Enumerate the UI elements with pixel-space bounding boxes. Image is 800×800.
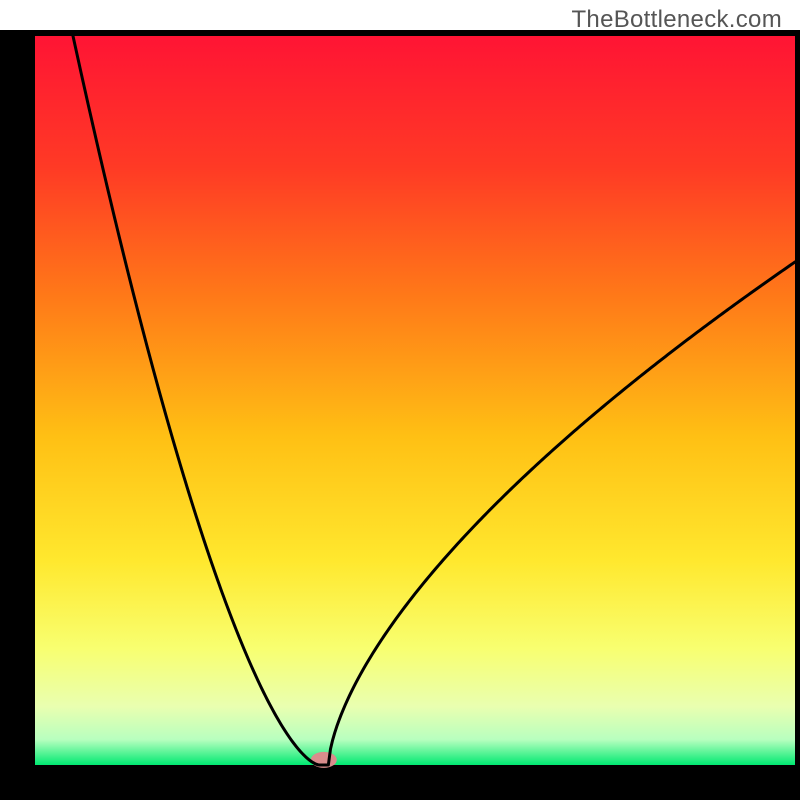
- plot-area: [35, 36, 795, 765]
- watermark-text: TheBottleneck.com: [571, 6, 782, 34]
- bottleneck-chart: [0, 0, 800, 800]
- chart-stage: TheBottleneck.com: [0, 0, 800, 800]
